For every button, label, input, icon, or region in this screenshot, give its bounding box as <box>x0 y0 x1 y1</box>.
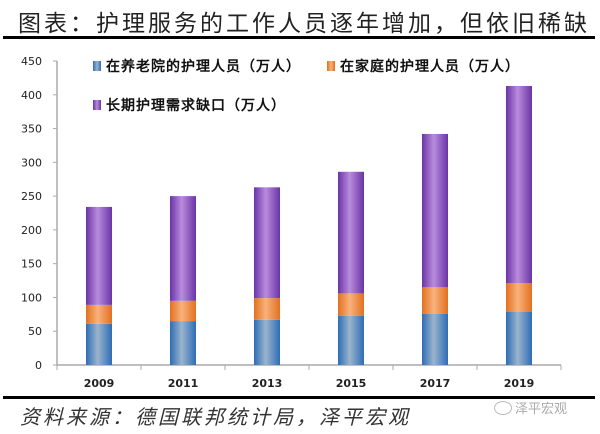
x-tick-label: 2009 <box>84 377 115 390</box>
y-tick-label: 50 <box>28 325 42 338</box>
bar-segment-nursing-home <box>422 313 448 365</box>
x-tick-label: 2011 <box>168 377 199 390</box>
y-tick-label: 450 <box>21 55 42 68</box>
legend-swatch-orange <box>327 61 335 71</box>
x-tick-label: 2015 <box>336 377 367 390</box>
legend-swatch-blue <box>93 61 101 71</box>
bar-segment-nursing-home <box>86 323 112 365</box>
bar-segment-care-gap <box>338 171 364 294</box>
bar-segment-care-gap <box>422 133 448 288</box>
legend-item-care-gap: 长期护理需求缺口（万人） <box>93 95 286 115</box>
bar-segment-care-gap <box>170 196 196 301</box>
bar-segment-care-gap <box>506 85 532 284</box>
bar-segment-home-care <box>254 298 280 320</box>
legend-label-home-care: 在家庭的护理人员（万人） <box>340 59 520 75</box>
legend-label-nursing-home: 在养老院的护理人员（万人） <box>106 59 301 75</box>
x-tick-label: 2013 <box>252 377 283 390</box>
y-tick-label: 350 <box>21 123 42 136</box>
bar-segment-home-care <box>422 287 448 314</box>
legend-label-care-gap: 长期护理需求缺口（万人） <box>106 98 286 114</box>
legend-item-home-care: 在家庭的护理人员（万人） <box>327 56 520 76</box>
legend-item-nursing-home: 在养老院的护理人员（万人） <box>93 56 301 76</box>
bar-segment-care-gap <box>254 187 280 299</box>
wechat-icon <box>494 400 512 415</box>
y-tick-label: 400 <box>21 89 42 102</box>
bar-segment-home-care <box>170 300 196 322</box>
bar-segment-nursing-home <box>170 321 196 365</box>
chart-title: 图表：护理服务的工作人员逐年增加，但依旧稀缺 <box>18 11 590 37</box>
bar-segment-nursing-home <box>506 311 532 365</box>
watermark: 泽平宏观 <box>494 398 567 417</box>
bar-segment-care-gap <box>86 206 112 305</box>
y-tick-label: 300 <box>21 156 42 169</box>
bar-segment-nursing-home <box>254 319 280 365</box>
bar-segment-nursing-home <box>338 315 364 365</box>
bar-segment-home-care <box>506 283 532 312</box>
bar-segment-home-care <box>86 304 112 324</box>
bar-segment-home-care <box>338 293 364 316</box>
title-rule <box>3 36 595 39</box>
y-tick-label: 100 <box>21 291 42 304</box>
x-tick-label: 2017 <box>420 377 451 390</box>
stacked-bar-chart: 0 50 100 150 200 250 300 350 400 450 2009 2011 2013… <box>21 55 562 390</box>
y-tick-label: 250 <box>21 190 42 203</box>
y-tick-label: 200 <box>21 224 42 237</box>
y-tick-label: 0 <box>35 359 42 372</box>
legend-swatch-purple <box>93 100 101 110</box>
watermark-text: 泽平宏观 <box>515 402 568 417</box>
source-rule <box>3 396 595 399</box>
x-tick-label: 2019 <box>504 377 535 390</box>
y-tick-label: 150 <box>21 258 42 271</box>
source-note: 资料来源：德国联邦统计局，泽平宏观 <box>20 405 411 429</box>
